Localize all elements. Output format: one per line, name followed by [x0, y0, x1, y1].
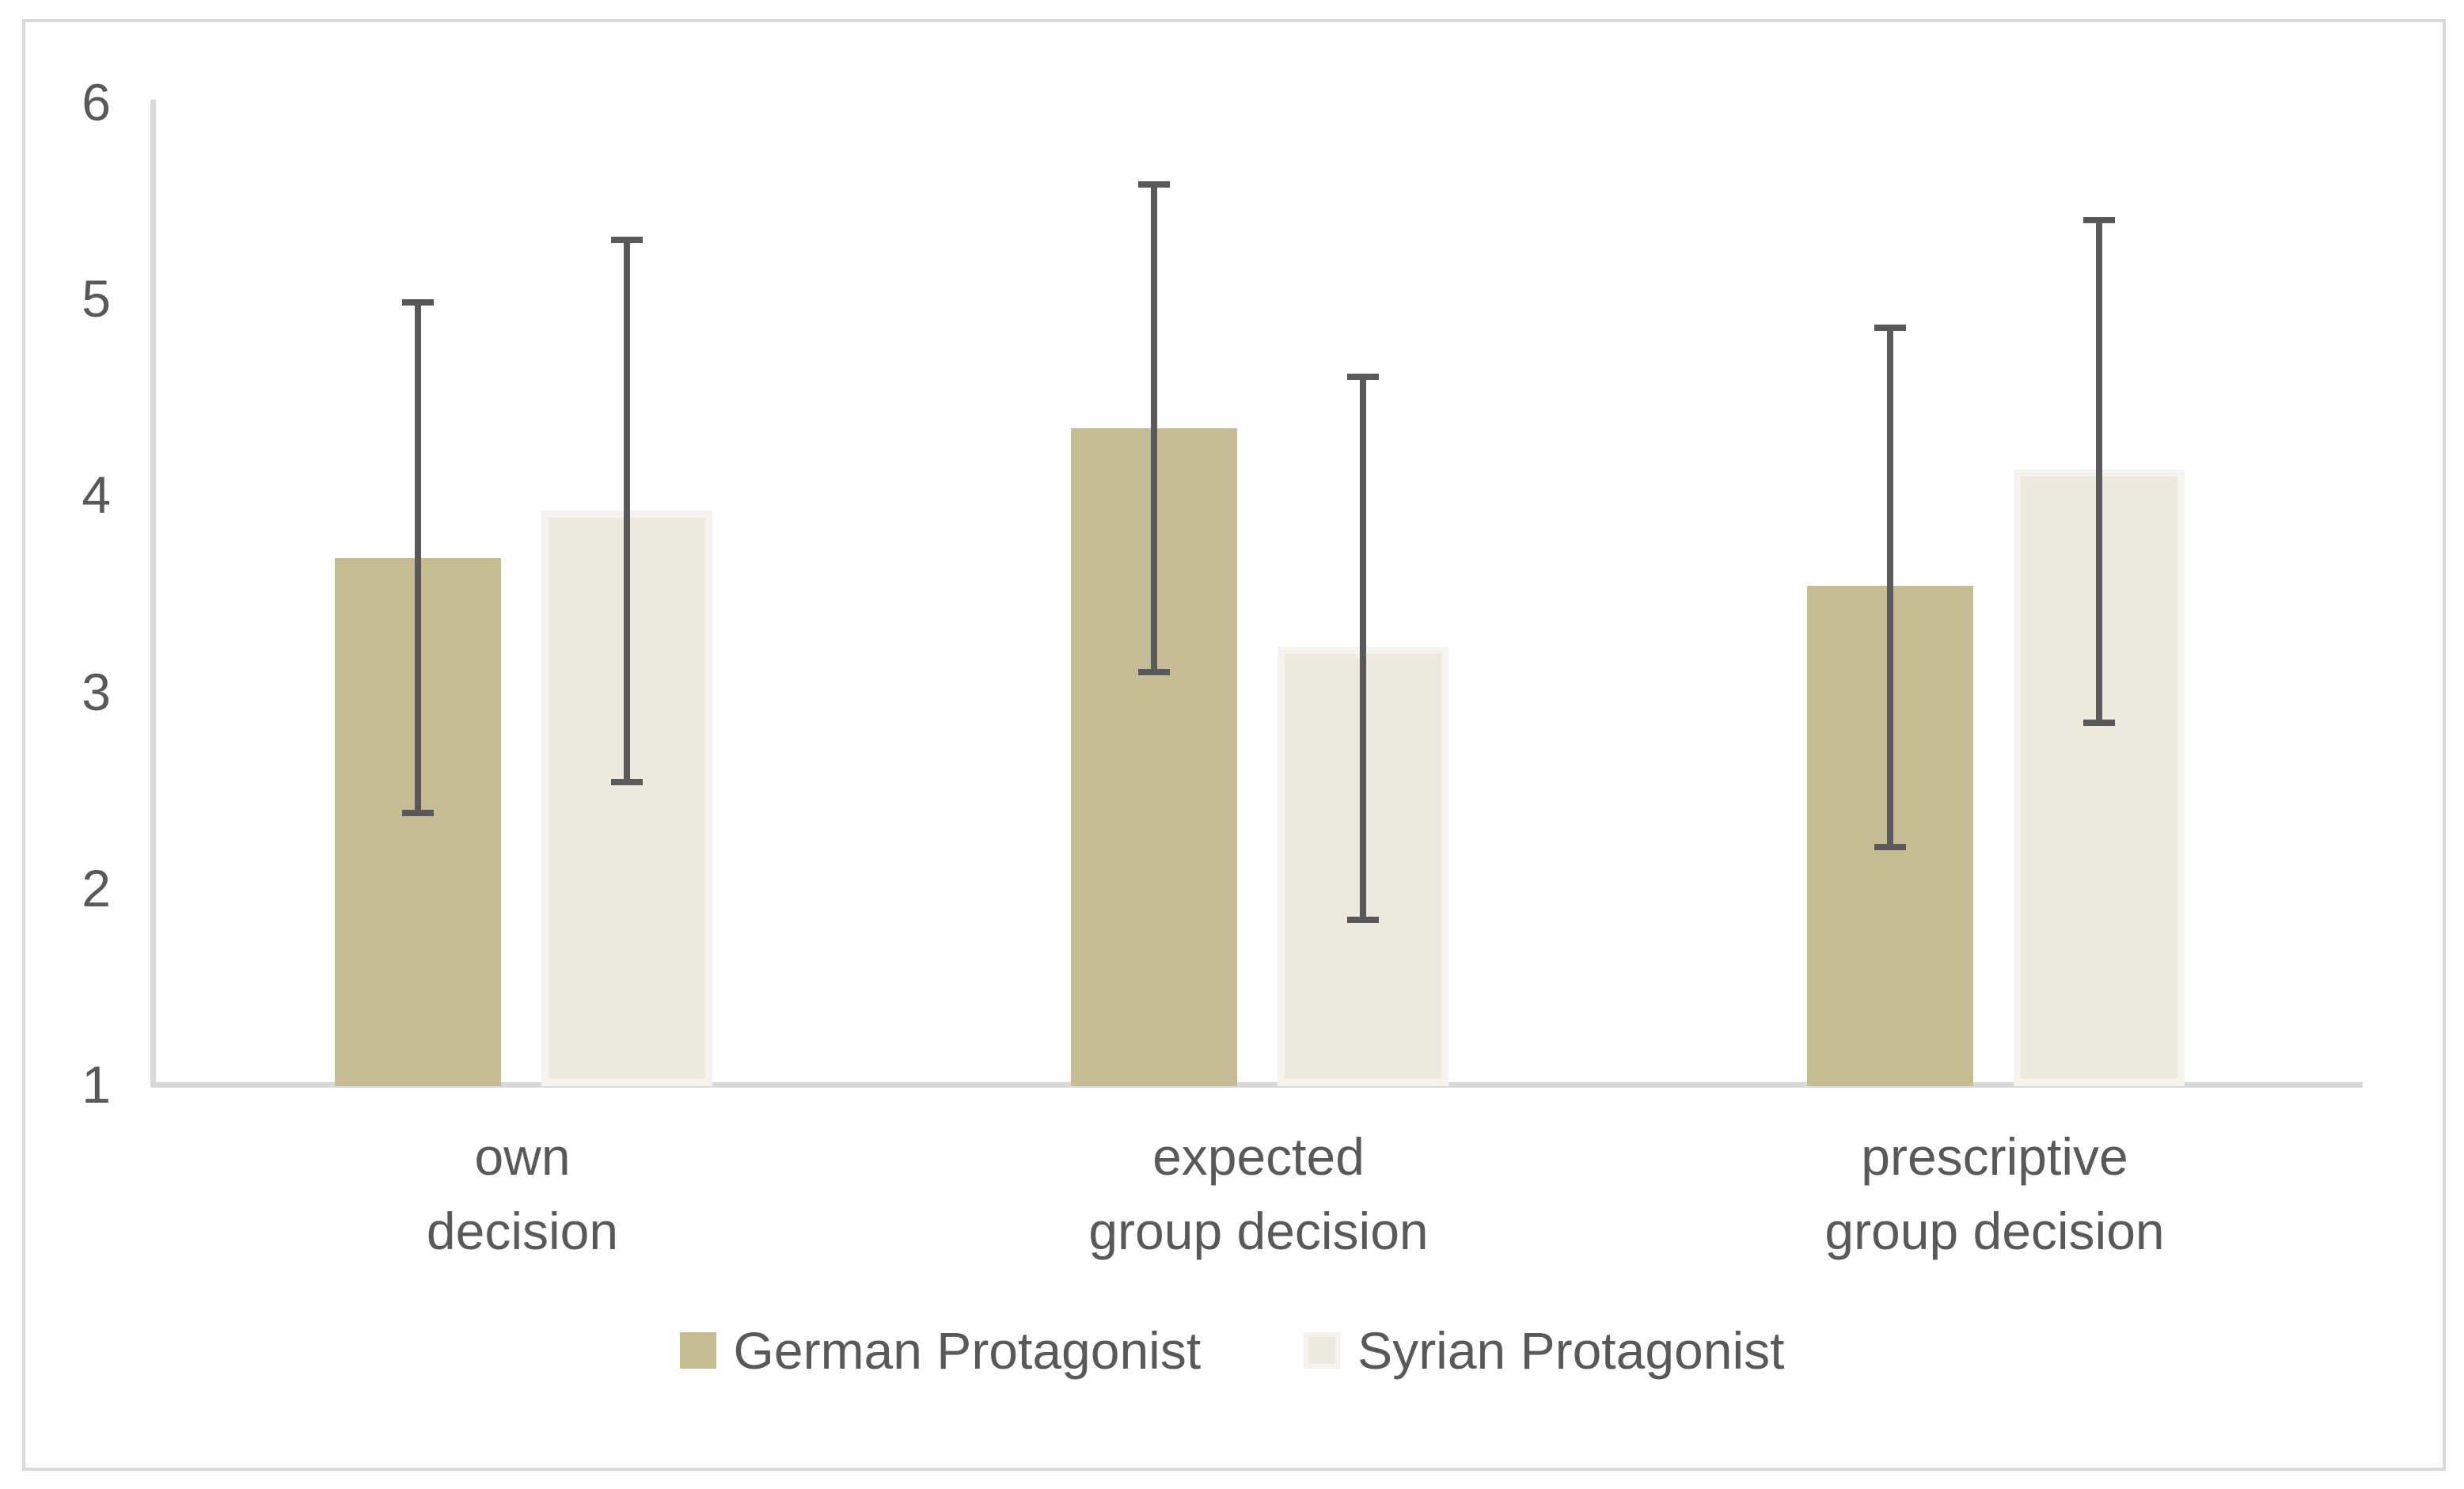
- error-bar-cap-bottom-syrian-prescriptive-group-decision: [2083, 720, 2115, 727]
- y-axis-line: [150, 100, 156, 1088]
- error-bar-syrian-own-decision: [624, 239, 630, 782]
- error-bar-cap-top-syrian-expected-group-decision: [1347, 374, 1379, 381]
- error-bar-cap-top-syrian-own-decision: [611, 236, 643, 243]
- error-bar-cap-top-german-prescriptive-group-decision: [1874, 325, 1906, 332]
- legend-item-german-protagonist: German Protagonist: [679, 1320, 1202, 1381]
- legend-label-syrian: Syrian Protagonist: [1357, 1321, 1785, 1380]
- category-label-prescriptive-group-decision: prescriptive group decision: [1824, 1127, 2165, 1260]
- y-tick-label-5: 5: [82, 269, 111, 329]
- error-bar-cap-bottom-german-own-decision: [402, 810, 434, 817]
- error-bar-cap-bottom-syrian-expected-group-decision: [1347, 916, 1379, 923]
- legend-swatch-german: [679, 1332, 716, 1369]
- error-bar-cap-top-german-expected-group-decision: [1138, 181, 1170, 188]
- y-tick-label-1: 1: [82, 1055, 111, 1114]
- error-bar-cap-bottom-german-expected-group-decision: [1138, 668, 1170, 675]
- error-bar-syrian-prescriptive-group-decision: [2096, 219, 2102, 724]
- x-axis-line: [150, 1082, 2363, 1088]
- bar-syrian-prescriptive-group-decision: [2014, 469, 2185, 1086]
- legend-item-syrian-protagonist: Syrian Protagonist: [1304, 1320, 1784, 1381]
- y-tick-label-2: 2: [82, 858, 111, 917]
- error-bar-german-own-decision: [415, 302, 421, 814]
- error-bar-cap-top-syrian-prescriptive-group-decision: [2083, 216, 2115, 223]
- legend-swatch-syrian: [1304, 1332, 1341, 1369]
- y-tick-label-3: 3: [82, 662, 111, 721]
- legend: German Protagonist Syrian Protagonist: [0, 1320, 2464, 1381]
- category-label-own-decision: own decision: [426, 1127, 619, 1260]
- error-bar-cap-bottom-german-prescriptive-group-decision: [1874, 843, 1906, 850]
- y-tick-label-4: 4: [82, 465, 111, 525]
- error-bar-german-expected-group-decision: [1151, 184, 1157, 672]
- legend-label-german: German Protagonist: [733, 1321, 1202, 1380]
- error-bar-syrian-expected-group-decision: [1360, 377, 1366, 920]
- error-bar-german-prescriptive-group-decision: [1887, 328, 1893, 847]
- category-label-expected-group-decision: expected group decision: [1088, 1127, 1429, 1260]
- error-bar-cap-bottom-syrian-own-decision: [611, 778, 643, 785]
- error-bar-cap-top-german-own-decision: [402, 299, 434, 306]
- y-tick-label-6: 6: [82, 73, 111, 131]
